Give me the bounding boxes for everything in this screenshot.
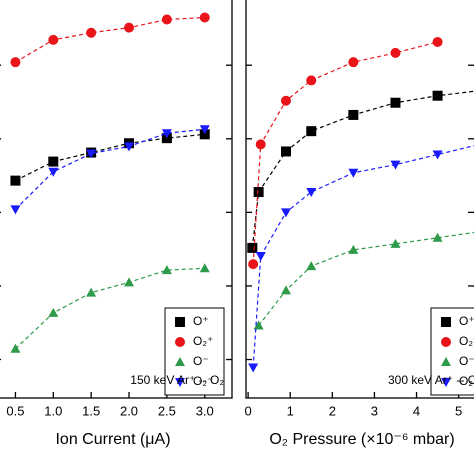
x-tick-label: 3 xyxy=(371,403,378,418)
marker xyxy=(432,232,443,242)
legend-label: O₂⁻ xyxy=(459,374,474,388)
marker xyxy=(248,363,259,373)
fit-line xyxy=(15,16,205,63)
marker xyxy=(432,150,443,160)
marker xyxy=(306,75,317,86)
legend-marker xyxy=(441,378,451,387)
marker xyxy=(161,265,172,275)
x-tick-label: 3.0 xyxy=(196,403,214,418)
marker xyxy=(86,149,97,159)
marker xyxy=(390,47,401,58)
marker xyxy=(255,252,266,262)
legend-box xyxy=(430,307,474,396)
marker xyxy=(281,208,291,218)
marker xyxy=(48,167,59,177)
marker xyxy=(390,238,401,248)
legend-marker xyxy=(441,317,451,327)
marker xyxy=(10,175,21,186)
marker xyxy=(199,263,210,273)
marker xyxy=(390,97,401,108)
legend-marker xyxy=(175,317,185,327)
fit-line xyxy=(252,41,438,265)
legend-label: O₂⁺ xyxy=(459,334,474,348)
legend-marker xyxy=(175,337,185,347)
marker xyxy=(161,14,172,25)
plot-frame xyxy=(0,0,233,399)
x-axis-title: O₂ Pressure (×10⁻⁶ mbar) xyxy=(269,431,454,448)
marker xyxy=(86,27,97,38)
plot-frame xyxy=(245,0,474,399)
marker xyxy=(124,22,135,33)
marker xyxy=(48,307,59,317)
marker xyxy=(48,34,59,45)
x-tick-label: 2 xyxy=(329,403,336,418)
legend-label: O⁺ xyxy=(193,314,209,328)
marker xyxy=(348,244,359,254)
plot-area xyxy=(247,36,474,373)
x-tick-label: 1.0 xyxy=(44,403,62,418)
marker xyxy=(306,126,317,137)
x-axis-title: Ion Current (μA) xyxy=(55,431,170,448)
legend-marker xyxy=(175,357,185,366)
marker xyxy=(253,320,264,330)
annotation: 300 keV Ar⁺ -- O₂ xyxy=(388,373,474,387)
marker xyxy=(306,261,317,271)
marker xyxy=(248,259,259,270)
x-tick-label: 1.5 xyxy=(82,403,100,418)
legend-label: O⁻ xyxy=(459,354,474,368)
marker xyxy=(281,285,291,295)
marker xyxy=(348,57,359,68)
legend-label: O⁻ xyxy=(193,354,209,368)
legend-marker xyxy=(441,337,451,347)
fit-line xyxy=(15,128,205,210)
marker xyxy=(199,129,210,140)
x-tick-label: 2.0 xyxy=(120,403,138,418)
legend-box xyxy=(164,307,225,396)
x-tick-label: 2.5 xyxy=(158,403,176,418)
marker xyxy=(348,168,359,178)
marker xyxy=(390,160,401,170)
x-tick-label: 5 xyxy=(455,403,462,418)
marker xyxy=(10,343,21,353)
fit-line xyxy=(252,145,474,368)
marker xyxy=(124,142,135,152)
fit-line xyxy=(15,267,205,350)
legend-label: O₂⁻ xyxy=(193,374,213,388)
marker xyxy=(10,205,21,215)
x-tick-label: 0 xyxy=(244,403,251,418)
x-tick-label: 0.5 xyxy=(6,403,24,418)
marker xyxy=(348,109,359,120)
marker xyxy=(253,187,264,198)
fit-line xyxy=(15,133,205,182)
legend-marker xyxy=(175,378,185,387)
annotation: 150 keV Ar⁺ -- O₂ xyxy=(130,373,224,387)
marker xyxy=(199,125,210,135)
plot-area xyxy=(10,12,210,353)
marker xyxy=(48,156,59,167)
x-tick-label: 1 xyxy=(287,403,294,418)
marker xyxy=(86,287,97,297)
marker xyxy=(432,36,443,47)
marker xyxy=(432,90,443,101)
legend-label: O⁺ xyxy=(459,314,474,328)
marker xyxy=(281,146,291,157)
marker xyxy=(306,188,317,198)
marker xyxy=(199,12,210,23)
marker xyxy=(255,139,266,150)
marker xyxy=(124,277,135,287)
fit-line xyxy=(251,90,474,248)
marker xyxy=(281,95,291,106)
marker xyxy=(247,242,258,253)
marker xyxy=(161,129,172,139)
legend-marker xyxy=(441,357,451,366)
x-tick-label: 4 xyxy=(413,403,420,418)
legend-label: O₂⁺ xyxy=(193,334,213,348)
marker xyxy=(10,57,21,68)
